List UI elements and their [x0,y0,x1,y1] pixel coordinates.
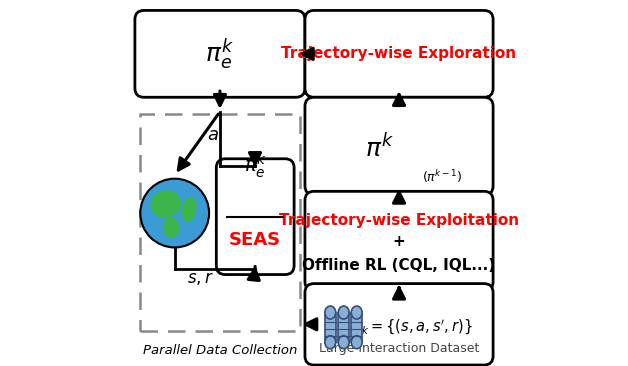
Circle shape [140,179,209,247]
Text: $s, r$: $s, r$ [187,269,214,287]
Bar [325,313,336,342]
Text: $(\pi^{k-1})$: $(\pi^{k-1})$ [422,168,463,185]
Text: $a$: $a$ [207,126,219,144]
Ellipse shape [150,190,181,218]
Bar [351,313,362,342]
FancyBboxPatch shape [305,11,493,97]
Text: Trajectory-wise Exploration: Trajectory-wise Exploration [281,46,517,61]
FancyBboxPatch shape [305,191,493,291]
Ellipse shape [338,336,349,349]
Ellipse shape [351,306,362,319]
Ellipse shape [351,336,362,349]
Text: Large Interaction Dataset: Large Interaction Dataset [319,342,479,355]
FancyBboxPatch shape [216,159,294,274]
FancyBboxPatch shape [135,11,305,97]
Ellipse shape [325,336,336,349]
Text: $\pi^k$: $\pi^k$ [365,134,394,162]
Text: $\pi_e^k$: $\pi_e^k$ [244,152,266,180]
Text: Parallel Data Collection: Parallel Data Collection [143,344,297,357]
FancyBboxPatch shape [305,284,493,365]
Text: SEAS: SEAS [229,231,281,249]
Ellipse shape [163,217,179,238]
Text: $\pi_e^k$: $\pi_e^k$ [205,36,234,72]
Text: +: + [392,235,406,250]
Ellipse shape [338,306,349,319]
Text: $D_k = \{(s, a, s^{\prime}, r)\}$: $D_k = \{(s, a, s^{\prime}, r)\}$ [350,318,473,336]
FancyBboxPatch shape [305,97,493,195]
Text: Trajectory-wise Exploitation: Trajectory-wise Exploitation [279,213,519,228]
Ellipse shape [325,306,336,319]
Text: Offline RL (CQL, IQL...): Offline RL (CQL, IQL...) [303,258,495,273]
Bar [338,313,349,342]
Ellipse shape [181,197,197,222]
